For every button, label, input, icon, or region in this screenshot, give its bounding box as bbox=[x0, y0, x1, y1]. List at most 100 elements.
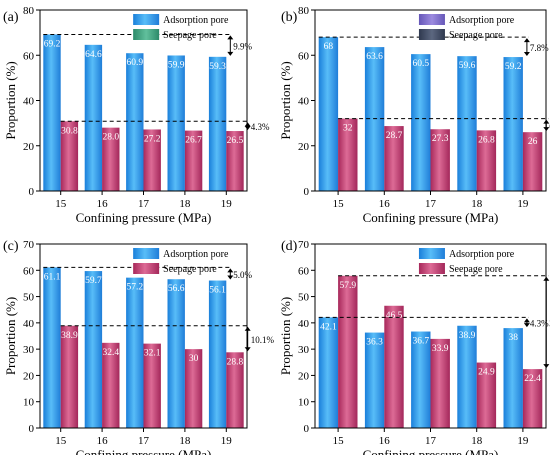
difference-label: 4.3% bbox=[530, 319, 549, 329]
legend-label: Seepage pore bbox=[449, 30, 503, 41]
y-tick-label: 40 bbox=[23, 96, 35, 108]
y-tick-label: 40 bbox=[298, 96, 310, 108]
arrow-head-down bbox=[244, 347, 251, 352]
adsorption-value-label: 42.1 bbox=[320, 322, 337, 332]
seepage-bar-17 bbox=[143, 343, 161, 428]
x-tick-label: 16 bbox=[97, 435, 109, 447]
adsorption-bar-17 bbox=[411, 331, 431, 428]
legend-label: Adsorption pore bbox=[163, 249, 229, 260]
y-tick-label: 40 bbox=[23, 318, 35, 330]
seepage-bar-18 bbox=[476, 130, 497, 191]
seepage-value-label: 30 bbox=[189, 354, 199, 364]
x-tick-label: 15 bbox=[333, 198, 345, 210]
seepage-value-label: 26.7 bbox=[185, 136, 202, 146]
x-tick-label: 18 bbox=[471, 198, 483, 210]
legend-label: Seepage pore bbox=[163, 30, 217, 41]
y-tick-label: 60 bbox=[23, 50, 35, 62]
seepage-value-label: 28.0 bbox=[102, 133, 119, 143]
seepage-bar-15 bbox=[338, 275, 358, 428]
y-tick-label: 0 bbox=[29, 186, 35, 198]
adsorption-value-label: 69.2 bbox=[44, 39, 61, 49]
x-tick-label: 18 bbox=[471, 435, 483, 447]
legend-swatch bbox=[418, 263, 445, 274]
seepage-bar-17 bbox=[430, 338, 450, 428]
y-axis-label: Proportion (%) bbox=[3, 297, 18, 375]
panel-label: (b) bbox=[281, 10, 298, 25]
seepage-bar-16 bbox=[102, 127, 120, 191]
legend-label: Adsorption pore bbox=[163, 15, 229, 26]
adsorption-bar-17 bbox=[411, 54, 431, 192]
seepage-bar-19 bbox=[226, 131, 244, 191]
y-tick-label: 80 bbox=[298, 5, 310, 17]
adsorption-bar-18 bbox=[457, 325, 477, 428]
seepage-value-label: 38.9 bbox=[61, 331, 78, 341]
x-tick-label: 17 bbox=[138, 435, 150, 447]
legend-swatch bbox=[133, 248, 160, 259]
seepage-bar-16 bbox=[384, 305, 404, 428]
seepage-value-label: 26 bbox=[528, 137, 538, 147]
x-tick-label: 19 bbox=[517, 198, 529, 210]
panel-d: 42.1 36.3 36.7 38.9 38 57.9 46.5 33.9 24.9 22.4 4.… bbox=[278, 239, 550, 455]
x-axis-label: Confining pressure (MPa) bbox=[363, 210, 499, 225]
legend-swatch bbox=[418, 14, 445, 25]
y-tick-label: 70 bbox=[298, 239, 310, 251]
adsorption-value-label: 64.6 bbox=[85, 50, 102, 60]
adsorption-value-label: 57.2 bbox=[126, 283, 143, 293]
difference-label: 7.8% bbox=[530, 43, 549, 53]
adsorption-value-label: 36.7 bbox=[412, 337, 429, 347]
seepage-bar-19 bbox=[522, 369, 543, 428]
arrow-head-down bbox=[227, 51, 234, 56]
x-tick-label: 19 bbox=[221, 198, 233, 210]
adsorption-value-label: 60.5 bbox=[412, 59, 429, 69]
x-tick-label: 17 bbox=[425, 198, 437, 210]
arrow-head-up bbox=[523, 318, 530, 323]
seepage-bar-18 bbox=[184, 349, 203, 428]
seepage-bar-15 bbox=[338, 118, 358, 191]
y-tick-label: 80 bbox=[23, 5, 35, 17]
difference-label: 4.3% bbox=[251, 122, 270, 132]
adsorption-bar-17 bbox=[126, 53, 144, 192]
adsorption-value-label: 59.9 bbox=[168, 60, 185, 70]
adsorption-value-label: 63.6 bbox=[366, 52, 383, 62]
legend-label: Adsorption pore bbox=[449, 15, 515, 26]
panel-c: 61.1 59.7 57.2 56.6 56.1 38.9 32.4 32.1 30 28.8 5.… bbox=[3, 239, 274, 455]
x-tick-label: 15 bbox=[55, 435, 67, 447]
arrow-head-up bbox=[244, 326, 251, 331]
panel-b: 6863.660.559.659.23228.727.326.8267.8%6.… bbox=[278, 5, 550, 225]
seepage-bar-16 bbox=[102, 342, 120, 428]
seepage-bar-15 bbox=[60, 121, 79, 191]
x-tick-label: 18 bbox=[179, 198, 191, 210]
arrow-head-down bbox=[523, 52, 530, 57]
seepage-value-label: 27.3 bbox=[432, 134, 449, 144]
seepage-bar-19 bbox=[522, 132, 543, 191]
seepage-bar-19 bbox=[226, 352, 244, 428]
y-axis-label: Proportion (%) bbox=[3, 61, 18, 139]
y-tick-label: 60 bbox=[298, 50, 310, 62]
arrow-head-up bbox=[523, 38, 530, 43]
seepage-value-label: 33.9 bbox=[432, 344, 449, 354]
adsorption-value-label: 59.3 bbox=[209, 62, 226, 72]
x-tick-label: 19 bbox=[517, 435, 529, 447]
x-tick-label: 15 bbox=[55, 198, 67, 210]
seepage-value-label: 32.4 bbox=[102, 348, 119, 358]
adsorption-value-label: 36.3 bbox=[366, 338, 383, 348]
seepage-value-label: 26.8 bbox=[478, 135, 495, 145]
y-axis-label: Proportion (%) bbox=[278, 61, 293, 139]
y-tick-label: 0 bbox=[29, 423, 35, 435]
adsorption-bar-18 bbox=[167, 55, 185, 192]
seepage-value-label: 30.8 bbox=[61, 126, 78, 136]
seepage-value-label: 46.5 bbox=[386, 311, 403, 321]
seepage-value-label: 32.1 bbox=[144, 349, 161, 359]
legend-label: Adsorption pore bbox=[449, 249, 515, 260]
panel-label: (d) bbox=[281, 239, 298, 254]
seepage-bar-18 bbox=[476, 362, 497, 428]
seepage-value-label: 28.7 bbox=[386, 131, 403, 141]
x-tick-label: 16 bbox=[97, 198, 109, 210]
panel-label: (c) bbox=[3, 239, 19, 254]
adsorption-bar-16 bbox=[84, 44, 103, 192]
y-tick-label: 0 bbox=[304, 186, 310, 198]
arrow-head-down bbox=[227, 275, 234, 280]
adsorption-bar-15 bbox=[318, 317, 339, 428]
y-tick-label: 20 bbox=[298, 370, 310, 382]
seepage-value-label: 24.9 bbox=[478, 368, 495, 378]
